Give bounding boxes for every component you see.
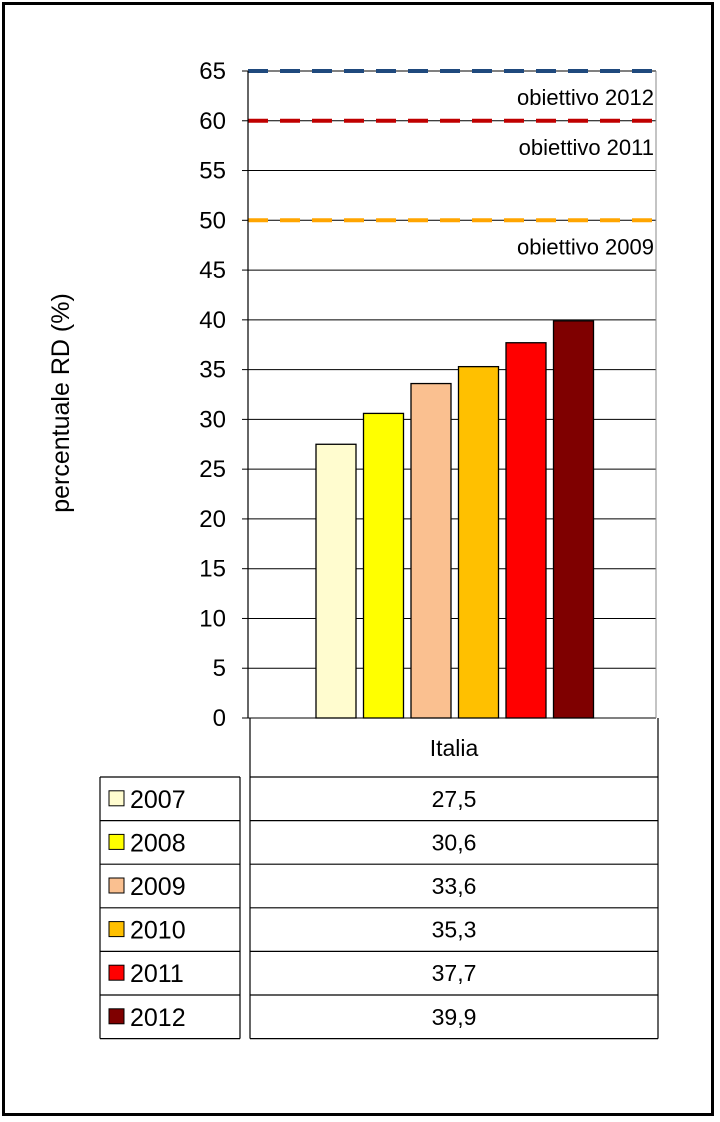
legend-label: 2011 (130, 960, 184, 988)
y-tick-label: 65 (199, 58, 226, 85)
y-tick-label: 0 (213, 705, 226, 732)
data-label: 37,7 (432, 960, 477, 986)
y-tick-label: 20 (199, 506, 226, 533)
gridlines (248, 70, 656, 719)
bar (315, 443, 357, 719)
chart: obiettivo 2012 obiettivo 2011 obiettivo 20… (47, 58, 659, 1040)
y-tick-label: 50 (199, 207, 226, 234)
legend-label: 2007 (130, 786, 186, 814)
data-label: 33,6 (432, 873, 477, 899)
y-tick-label: 30 (199, 406, 226, 433)
legend-label: 2010 (130, 917, 186, 945)
legend-swatch (108, 921, 125, 938)
y-tick-label: 35 (199, 357, 226, 384)
data-label: 39,9 (432, 1004, 477, 1030)
data-label: 30,6 (432, 829, 477, 855)
target-lines: obiettivo 2012 obiettivo 2011 obiettivo 20… (248, 69, 656, 259)
legend-label: 2008 (130, 829, 186, 857)
table-header-category: Italia (430, 735, 479, 761)
legend-swatch (108, 877, 125, 894)
bars (315, 320, 595, 719)
legend-label: 2012 (130, 1004, 186, 1032)
bar (457, 365, 500, 719)
legend-swatch (108, 964, 125, 981)
data-label: 35,3 (432, 917, 477, 943)
bar (552, 320, 595, 719)
data-table: Italia 2007 27,5 2008 30,6 2009 33,6 2010 35,3 20… (99, 718, 659, 1040)
target-label: obiettivo 2012 (517, 85, 654, 110)
y-tick-label: 5 (213, 655, 226, 682)
y-tick-label: 10 (199, 605, 226, 632)
axes: 0 5 10 15 20 25 30 35 40 45 50 55 60 65 (199, 58, 657, 732)
y-tick-label: 60 (199, 108, 226, 135)
y-tick-label: 45 (199, 257, 226, 284)
legend-swatch (108, 1008, 125, 1025)
y-axis-label: percentuale RD (%) (47, 293, 75, 513)
bar (362, 412, 405, 719)
legend-swatch (108, 790, 125, 807)
bar (410, 382, 452, 719)
legend-swatch (108, 833, 125, 850)
y-tick-label: 25 (199, 456, 226, 483)
data-label: 27,5 (432, 786, 477, 812)
legend-label: 2009 (130, 873, 186, 901)
y-tick-label: 40 (199, 307, 226, 334)
target-label: obiettivo 2011 (519, 135, 654, 160)
y-tick-label: 55 (199, 158, 226, 185)
bar (505, 342, 547, 719)
y-tick-label: 15 (199, 556, 226, 583)
target-label: obiettivo 2009 (517, 234, 654, 259)
